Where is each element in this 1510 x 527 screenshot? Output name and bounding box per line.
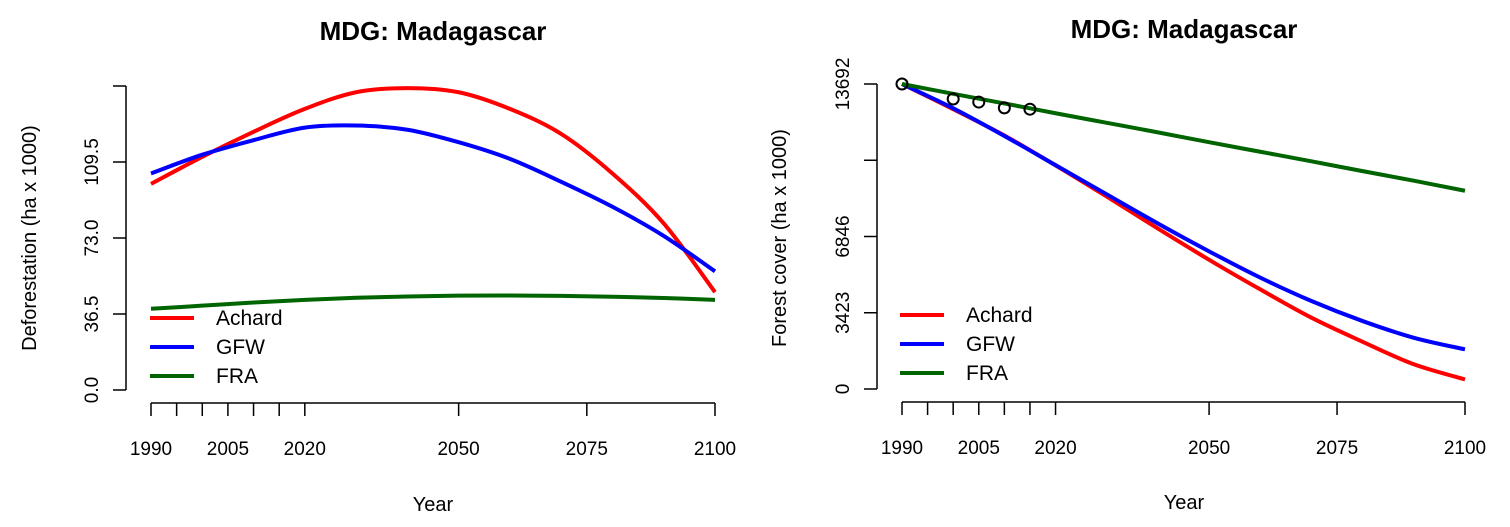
legend-label-fra: FRA	[216, 365, 258, 388]
x-tick-label: 2005	[207, 439, 249, 460]
x-tick-label: 1990	[130, 439, 172, 460]
x-tick-label: 2075	[566, 439, 608, 460]
y-tick-label: 73.0	[82, 220, 103, 257]
chart-panel-2: MDG: Madagascar Year Forest cover (ha x 10…	[769, 14, 1486, 514]
data-point	[895, 77, 909, 91]
legend: Achard GFW FRA	[150, 307, 283, 388]
chart-title: MDG: Madagascar	[1071, 14, 1298, 44]
y-axis-label: Forest cover (ha x 1000)	[769, 129, 791, 347]
x-tick-label: 2020	[284, 439, 326, 460]
x-tick-label: 2100	[694, 439, 736, 460]
legend-label-gfw: GFW	[966, 333, 1015, 356]
chart-title: MDG: Madagascar	[320, 16, 547, 46]
series-line-fra	[150, 293, 716, 311]
data-point	[946, 92, 960, 106]
legend-label-achard: Achard	[966, 304, 1033, 327]
x-axis-label: Year	[413, 494, 454, 516]
x-tick-label: 2020	[1034, 438, 1076, 459]
legend-label-fra: FRA	[966, 362, 1008, 385]
legend-label-achard: Achard	[216, 307, 283, 330]
y-tick-label: 109.5	[82, 138, 103, 186]
series-line-gfw	[150, 123, 717, 273]
x-tick-label: 2075	[1316, 438, 1358, 459]
x-tick-label: 2100	[1444, 438, 1486, 459]
series-line-gfw	[901, 82, 1466, 352]
data-point	[997, 101, 1011, 115]
chart-panel-1: MDG: Madagascar Year Deforestation (ha x 1…	[19, 16, 736, 516]
series-line-fra	[901, 82, 1466, 193]
x-tick-label: 2050	[437, 439, 479, 460]
data-point	[1023, 102, 1037, 116]
y-tick-label: 3423	[833, 292, 854, 334]
y-tick-label: 13692	[833, 58, 854, 111]
y-tick-label: 36.5	[82, 296, 103, 333]
x-tick-label: 2050	[1188, 438, 1230, 459]
x-tick-label: 1990	[881, 438, 923, 459]
legend-label-gfw: GFW	[216, 336, 265, 359]
data-point	[972, 95, 986, 109]
y-tick-label: 0	[833, 384, 854, 395]
x-tick-label: 2005	[958, 438, 1000, 459]
y-axis-label: Deforestation (ha x 1000)	[19, 125, 41, 351]
legend: Achard GFW FRA	[900, 304, 1033, 385]
y-tick-label: 0.0	[82, 377, 103, 403]
series-line-achard	[150, 86, 717, 294]
y-tick-label: 6846	[833, 215, 854, 257]
x-axis-label: Year	[1164, 492, 1205, 514]
